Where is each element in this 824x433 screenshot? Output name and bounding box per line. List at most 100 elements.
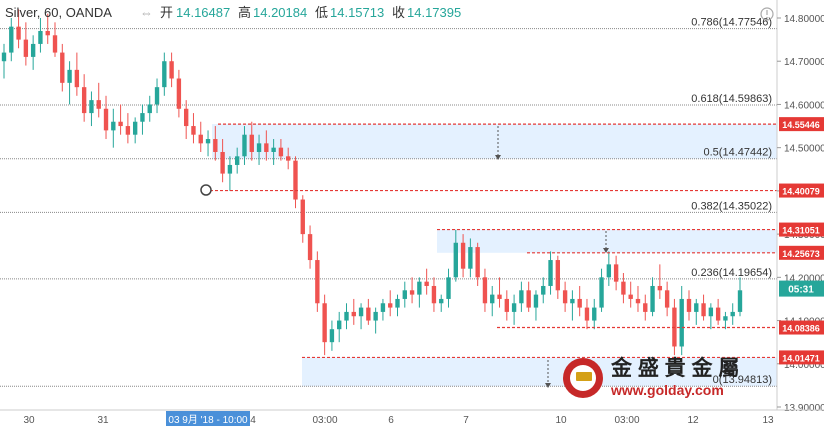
candle-body xyxy=(162,61,167,88)
candle-body xyxy=(409,290,415,295)
candle-body xyxy=(176,78,182,109)
candle-body xyxy=(271,147,276,152)
level-badge-text-2: 14.40079 xyxy=(782,187,820,197)
candle-body xyxy=(613,264,619,282)
x-tick-label: 30 xyxy=(23,415,35,426)
candle-body xyxy=(621,281,626,295)
candle-body xyxy=(504,298,509,312)
level-badge-text-1: 14.55446 xyxy=(782,120,820,130)
candle-body xyxy=(205,139,211,144)
candle-body xyxy=(96,100,101,109)
candle-body xyxy=(358,307,364,317)
candle-body xyxy=(555,260,561,291)
candle-body xyxy=(686,298,692,312)
symbol-title: Silver, 60, OANDA xyxy=(5,5,112,20)
y-tick-label: 13.90000 xyxy=(784,403,824,414)
candle-body xyxy=(213,139,218,152)
candle-body xyxy=(52,35,58,53)
candle-body xyxy=(191,126,196,135)
low-value: 14.15713 xyxy=(330,5,384,20)
candle-body xyxy=(220,151,225,174)
candle-body xyxy=(628,294,633,299)
candle-body xyxy=(380,303,386,312)
candle-body xyxy=(81,87,87,114)
candle-body xyxy=(497,294,502,299)
watermark: 金 盛 貴 金 屬 www.golday.com xyxy=(563,356,739,398)
arrowhead-2 xyxy=(603,248,609,253)
candle-body xyxy=(9,26,14,53)
candle-body xyxy=(67,69,72,83)
candle-body xyxy=(679,298,684,347)
candle-body xyxy=(286,156,291,161)
candle-body xyxy=(125,126,131,135)
candle-body xyxy=(38,30,43,44)
x-tick-label: 03:00 xyxy=(614,415,639,426)
candle-body xyxy=(570,298,575,304)
settings-circle-icon[interactable] xyxy=(760,7,774,21)
zone-arrows xyxy=(497,126,607,386)
candle-body xyxy=(242,134,247,157)
y-tick-label: 14.80000 xyxy=(784,14,824,25)
zones-layer xyxy=(212,124,777,387)
x-tick-label: 4 xyxy=(250,415,256,426)
anchor-circle[interactable] xyxy=(200,184,212,196)
zone-band-2 xyxy=(437,229,777,253)
candle-body xyxy=(183,108,189,127)
price-badges: 14.55446 14.40079 14.31051 14.25673 14.08386… xyxy=(779,117,824,365)
x-axis[interactable]: 30 31 03 9月 '18 - 10:00 4 03:00 6 7 10 03:00 12 13 xyxy=(23,411,774,426)
y-tick-label: 14.20000 xyxy=(784,273,824,284)
candle-body xyxy=(169,61,174,79)
candle-body xyxy=(606,264,612,278)
current-price-badge xyxy=(779,280,824,297)
candle-body xyxy=(344,311,349,321)
candle-body xyxy=(140,113,145,122)
candle-body xyxy=(664,290,670,308)
zone-band-3 xyxy=(302,357,777,387)
level-badge-text-4: 14.25673 xyxy=(782,249,820,259)
candle-body xyxy=(198,134,203,144)
chart-header: Silver, 60, OANDA ⇔ 开 14.16487 高 14.2018… xyxy=(5,5,461,20)
arrowhead-3 xyxy=(545,383,551,388)
candle-body xyxy=(650,285,655,312)
level-badge-4 xyxy=(779,245,824,260)
x-tick-label: 03 9月 '18 - 10:00 xyxy=(168,414,248,426)
chevron-collapse-icon[interactable]: ⇔ xyxy=(140,5,153,20)
fib-label-0.5: 0.5(14.47442) xyxy=(704,147,773,159)
candle-body xyxy=(402,290,407,299)
level-badge-2 xyxy=(779,183,824,198)
candle-body xyxy=(475,247,480,278)
candle-body xyxy=(249,134,254,152)
candle-body xyxy=(395,298,400,308)
candle-body xyxy=(577,298,582,308)
candle-body xyxy=(388,303,393,308)
candle-body xyxy=(701,303,706,317)
candle-body xyxy=(132,121,138,135)
x-tick-label: 31 xyxy=(97,415,109,426)
arrowhead-1 xyxy=(495,155,501,160)
candle-body xyxy=(111,121,116,131)
candle-body xyxy=(643,303,648,312)
candle-body xyxy=(511,303,517,312)
zone-band-1 xyxy=(212,124,777,159)
candle-body xyxy=(147,104,152,114)
candle-body xyxy=(118,121,123,127)
low-label: 低 xyxy=(315,5,328,20)
watermark-brand: 金 盛 貴 金 屬 xyxy=(610,356,739,380)
open-value: 14.16487 xyxy=(176,5,230,20)
candle-body xyxy=(490,294,495,304)
high-value: 14.20184 xyxy=(253,5,307,20)
candle-body xyxy=(1,52,7,62)
x-tick-label: 6 xyxy=(388,415,394,426)
candle-body xyxy=(446,277,451,299)
fib-label-0.618: 0.618(14.59863) xyxy=(691,93,772,105)
candle-body xyxy=(154,87,160,105)
fib-label-0: 0(13.94813) xyxy=(713,374,772,386)
candle-body xyxy=(460,242,466,269)
level-badge-text-5: 14.08386 xyxy=(782,324,820,334)
fibonacci-layer: 0.786(14.77546) 0.618(14.59863) 0.5(14.474… xyxy=(0,17,777,387)
candle-body xyxy=(468,247,473,269)
levels-layer xyxy=(205,123,777,359)
candle-body xyxy=(730,311,735,317)
x-tick-label: 10 xyxy=(555,415,567,426)
